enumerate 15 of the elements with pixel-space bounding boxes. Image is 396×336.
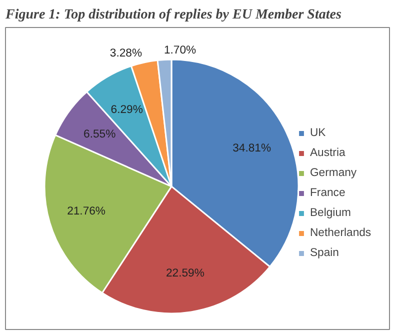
- chart-title: Figure 1: Top distribution of replies by EU Member States: [4, 8, 342, 22]
- legend-label: France: [310, 187, 346, 199]
- data-label: 3.28%: [110, 47, 142, 60]
- data-label: 6.29%: [110, 104, 143, 116]
- data-label: 1.70%: [164, 44, 196, 56]
- legend-label: Germany: [310, 167, 357, 179]
- data-label: 34.81%: [232, 142, 272, 155]
- data-label: 21.76%: [67, 206, 106, 218]
- legend-label: UK: [310, 127, 327, 139]
- legend-label: Netherlands: [310, 227, 372, 239]
- legend-label: Austria: [310, 147, 346, 159]
- legend-label: Belgium: [310, 207, 351, 219]
- legend-label: Spain: [310, 247, 339, 259]
- data-label: 6.55%: [84, 128, 116, 141]
- data-label: 22.59%: [166, 268, 204, 280]
